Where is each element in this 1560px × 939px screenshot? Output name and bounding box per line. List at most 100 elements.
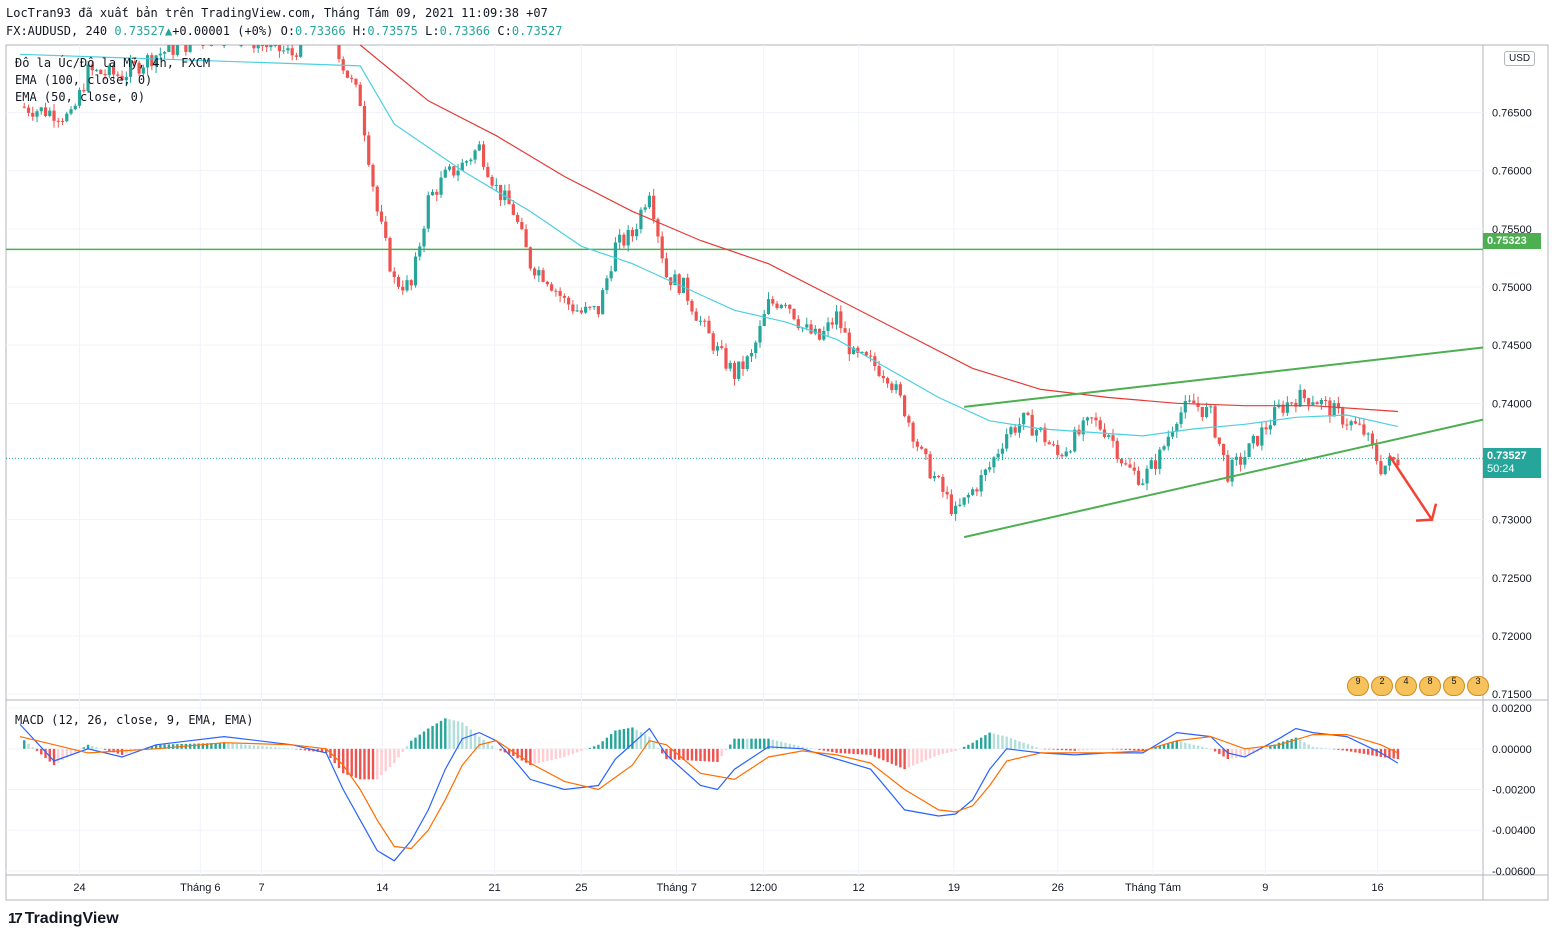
macd-histogram-bar: [350, 748, 353, 777]
macd-histogram-bar: [639, 732, 643, 749]
economic-events[interactable]: 9 2 4 8 5 3: [1347, 676, 1489, 696]
macd-histogram-bar: [286, 748, 290, 749]
series-title[interactable]: Đô la Úc/Đô la Mỹ, 4h, FXCM: [15, 56, 211, 70]
macd-histogram-bar: [1009, 738, 1013, 749]
candle-down: [885, 378, 890, 384]
macd-histogram-bar: [418, 734, 421, 749]
macd-histogram-bar: [346, 748, 349, 775]
candle-down: [486, 166, 490, 177]
macd-histogram-bar: [950, 748, 953, 752]
macd-histogram-bar: [945, 748, 949, 753]
candle-down: [1281, 404, 1285, 413]
candle-down: [1111, 435, 1115, 441]
candle-down: [1396, 459, 1400, 466]
candle-up: [635, 229, 639, 237]
candle-up: [222, 45, 226, 46]
candle-down: [694, 311, 698, 321]
candle-down: [775, 303, 779, 309]
macd-histogram-bar: [125, 748, 128, 754]
macd-histogram-bar: [1043, 748, 1047, 750]
ema50-line: [19, 53, 1399, 437]
candle-up: [992, 457, 996, 468]
candle-up: [1022, 412, 1026, 425]
candle-down: [1370, 433, 1375, 445]
candle-up: [1158, 449, 1162, 469]
candle-down: [677, 274, 681, 294]
candle-up: [73, 105, 77, 110]
candle-down: [490, 176, 494, 186]
time-tick-label: Tháng 6: [180, 882, 220, 894]
candle-down: [1392, 457, 1396, 460]
candle-down: [337, 45, 341, 60]
event-flag[interactable]: 9: [1347, 676, 1369, 696]
macd-histogram-bar: [299, 748, 302, 750]
macd-histogram-bar: [478, 736, 481, 749]
macd-histogram-bar: [252, 745, 256, 749]
macd-histogram-bar: [214, 742, 217, 749]
macd-histogram-bar: [452, 720, 455, 749]
macd-histogram-bar: [818, 748, 821, 750]
macd-legend[interactable]: MACD (12, 26, close, 9, EMA, EMA): [15, 713, 254, 727]
candle-down: [558, 290, 562, 296]
currency-button[interactable]: USD: [1504, 51, 1536, 66]
macd-histogram-bar: [780, 741, 783, 749]
macd-histogram-bar: [669, 748, 672, 760]
candle-down: [652, 195, 656, 220]
macd-histogram-bar: [1158, 745, 1161, 749]
candle-up: [762, 314, 766, 326]
candle-down: [732, 362, 737, 379]
macd-histogram-bar: [1252, 748, 1255, 754]
candle-up: [464, 161, 469, 163]
candle-up: [779, 304, 783, 309]
macd-histogram-bar: [584, 748, 587, 750]
macd-histogram-bar: [550, 748, 553, 761]
candle-up: [1268, 425, 1272, 430]
candle-down: [1358, 423, 1362, 425]
time-tick-label: 12: [853, 882, 865, 894]
event-flag[interactable]: 2: [1371, 676, 1393, 696]
ema100-legend[interactable]: EMA (100, close, 0): [15, 73, 153, 87]
macd-histogram-bar: [682, 748, 685, 761]
macd-histogram-bar: [120, 748, 124, 755]
macd-histogram-bar: [520, 748, 524, 761]
candle-down: [1315, 402, 1319, 405]
macd-histogram-bar: [1243, 748, 1247, 757]
candle-down: [771, 299, 775, 304]
macd-histogram-bar: [495, 748, 498, 750]
candle-down: [550, 284, 554, 291]
macd-histogram-bar: [422, 731, 426, 749]
candle-down: [915, 441, 919, 447]
ema50-legend[interactable]: EMA (50, close, 0): [15, 90, 146, 104]
macd-histogram-bar: [1273, 744, 1276, 749]
symbol-label[interactable]: FX:AUDUSD, 240: [6, 24, 108, 38]
time-tick-label: 21: [488, 882, 500, 894]
macd-histogram-bar: [1060, 748, 1064, 751]
macd-histogram-bar: [754, 738, 757, 749]
macd-histogram-bar: [303, 748, 307, 751]
candle-up: [1170, 431, 1175, 437]
candle-up: [766, 299, 771, 315]
tradingview-brand[interactable]: 17 TradingView: [8, 910, 119, 928]
candle-down: [1302, 389, 1306, 399]
candle-up: [605, 278, 609, 291]
candle-down: [481, 144, 486, 167]
candle-up: [1349, 421, 1353, 426]
candle-up: [1145, 468, 1149, 484]
event-flag[interactable]: 5: [1443, 676, 1465, 696]
event-flag[interactable]: 8: [1419, 676, 1441, 696]
candle-up: [1000, 448, 1005, 454]
event-flag[interactable]: 3: [1467, 676, 1489, 696]
low-value: 0.73366: [439, 24, 491, 38]
macd-histogram-bar: [558, 748, 562, 758]
macd-histogram-bar: [278, 747, 281, 749]
macd-histogram-bar: [992, 733, 996, 749]
macd-histogram-bar: [393, 748, 396, 764]
event-flag[interactable]: 4: [1395, 676, 1417, 696]
candle-up: [1298, 389, 1302, 407]
macd-tick-label: -0.00400: [1492, 825, 1535, 837]
macd-histogram-bar: [86, 744, 90, 749]
candle-down: [1098, 420, 1102, 430]
macd-histogram-bar: [707, 748, 711, 762]
macd-histogram-bar: [1030, 745, 1034, 749]
